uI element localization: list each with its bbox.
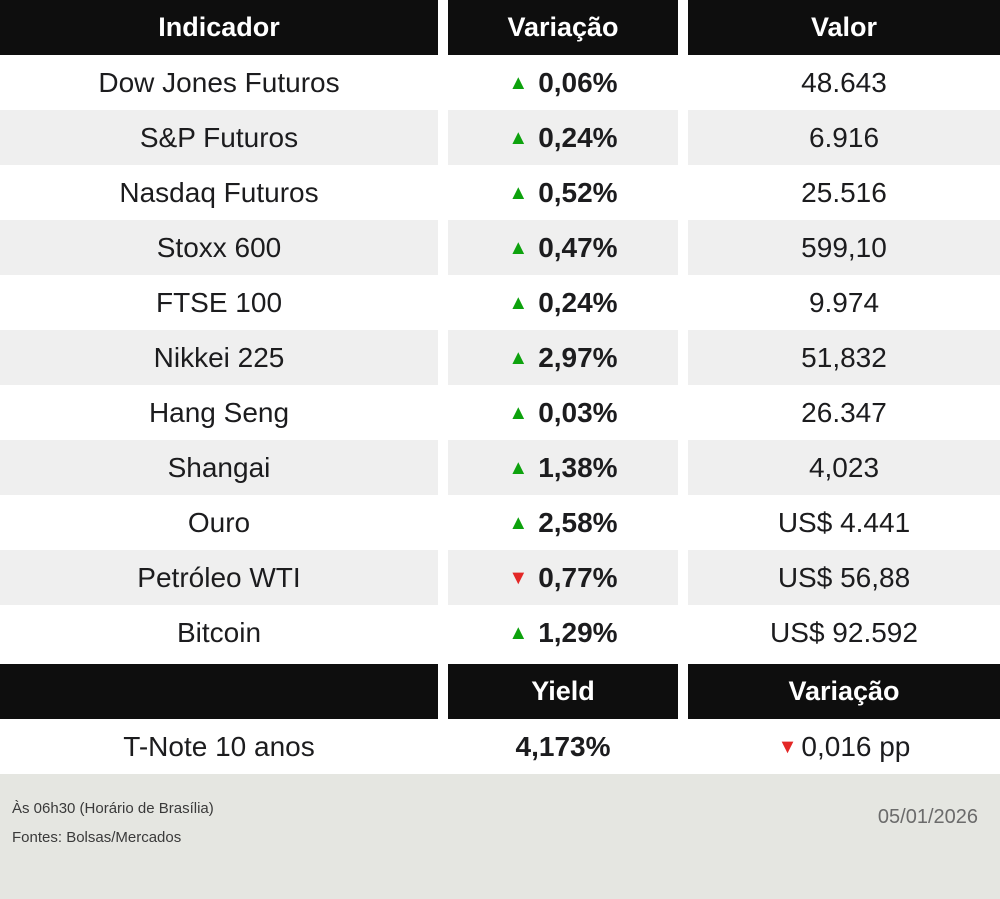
up-triangle-icon: ▲ [508, 621, 529, 644]
table-row: Stoxx 600 ▲ 0,47% 599,10 [0, 220, 1000, 275]
variation-text: 2,97% [538, 341, 618, 373]
down-triangle-icon: ▼ [777, 735, 798, 758]
variation-cell: ▲ 2,58% [448, 495, 678, 550]
up-triangle-icon: ▲ [508, 236, 529, 259]
up-triangle-icon: ▲ [508, 456, 529, 479]
table-row: Hang Seng ▲ 0,03% 26.347 [0, 385, 1000, 440]
variation-text: 0,03% [538, 396, 618, 428]
value-cell: 9.974 [688, 275, 1000, 330]
table-header: Indicador Variação Valor [0, 0, 1000, 55]
table-row: Petróleo WTI ▼ 0,77% US$ 56,88 [0, 550, 1000, 605]
up-triangle-icon: ▲ [508, 71, 529, 94]
value-cell: 51,832 [688, 330, 1000, 385]
variation-cell: ▲ 0,24% [448, 275, 678, 330]
value-cell: 4,023 [688, 440, 1000, 495]
indicator-name: T-Note 10 anos [0, 719, 438, 774]
variation-text: 0,06% [538, 66, 618, 98]
variation-cell: ▲ 0,52% [448, 165, 678, 220]
footer-date: 05/01/2026 [877, 806, 978, 828]
variation-cell: ▲ 0,03% [448, 385, 678, 440]
variation-cell: ▲ 2,97% [448, 330, 678, 385]
value-cell: 48.643 [688, 55, 1000, 110]
header-indicador: Indicador [0, 0, 438, 55]
up-triangle-icon: ▲ [508, 401, 529, 424]
variation-cell: ▲ 1,29% [448, 605, 678, 660]
bond-header-variacao: Variação [688, 664, 1000, 719]
bond-header-yield: Yield [448, 664, 678, 719]
value-cell: US$ 92.592 [688, 605, 1000, 660]
market-table: Indicador Variação Valor Dow Jones Futur… [0, 0, 1000, 660]
table-row: Ouro ▲ 2,58% US$ 4.441 [0, 495, 1000, 550]
variation-text: 0,52% [538, 176, 618, 208]
variation-text: 0,24% [538, 286, 618, 318]
footer-notes: Às 06h30 (Horário de Brasília) Fontes: B… [12, 794, 214, 899]
indicator-name: Nikkei 225 [0, 330, 438, 385]
variation-cell: ▲ 0,06% [448, 55, 678, 110]
indicator-name: Ouro [0, 495, 438, 550]
table-row: Bitcoin ▲ 1,29% US$ 92.592 [0, 605, 1000, 660]
up-triangle-icon: ▲ [508, 346, 529, 369]
variation-cell: ▲ 0,47% [448, 220, 678, 275]
footer-time-note: Às 06h30 (Horário de Brasília) [12, 800, 214, 817]
variation-text: 0,47% [538, 231, 618, 263]
variation-text: 1,29% [538, 616, 618, 648]
indicator-name: FTSE 100 [0, 275, 438, 330]
indicator-name: Stoxx 600 [0, 220, 438, 275]
indicator-name: Bitcoin [0, 605, 438, 660]
variation-cell: ▲ 0,24% [448, 110, 678, 165]
up-triangle-icon: ▲ [508, 181, 529, 204]
variation-text: 0,24% [538, 121, 618, 153]
footer-sources: Fontes: Bolsas/Mercados [12, 829, 182, 846]
down-triangle-icon: ▼ [508, 566, 529, 589]
variation-cell: ▼ 0,77% [448, 550, 678, 605]
up-triangle-icon: ▲ [508, 126, 529, 149]
variation-cell: ▼ 0,016 pp [688, 719, 1000, 774]
indicator-name: S&P Futuros [0, 110, 438, 165]
value-cell: 6.916 [688, 110, 1000, 165]
table-row: Dow Jones Futuros ▲ 0,06% 48.643 [0, 55, 1000, 110]
indicator-name: Hang Seng [0, 385, 438, 440]
variation-cell: ▲ 1,38% [448, 440, 678, 495]
header-valor: Valor [688, 0, 1000, 55]
market-rows: Dow Jones Futuros ▲ 0,06% 48.643 S&P Futuros… [0, 55, 1000, 660]
indicator-name: Nasdaq Futuros [0, 165, 438, 220]
header-variacao: Variação [448, 0, 678, 55]
table-row: Shangai ▲ 1,38% 4,023 [0, 440, 1000, 495]
value-cell: US$ 56,88 [688, 550, 1000, 605]
up-triangle-icon: ▲ [508, 511, 529, 534]
table-row: T-Note 10 anos 4,173% ▼ 0,016 pp [0, 719, 1000, 774]
table-row: S&P Futuros ▲ 0,24% 6.916 [0, 110, 1000, 165]
indicator-name: Dow Jones Futuros [0, 55, 438, 110]
footer: Às 06h30 (Horário de Brasília) Fontes: B… [0, 774, 1000, 899]
variation-text: 0,016 pp [801, 730, 911, 762]
indicator-name: Shangai [0, 440, 438, 495]
value-cell: 599,10 [688, 220, 1000, 275]
table-row: Nasdaq Futuros ▲ 0,52% 25.516 [0, 165, 1000, 220]
table-row: Nikkei 225 ▲ 2,97% 51,832 [0, 330, 1000, 385]
indicator-name: Petróleo WTI [0, 550, 438, 605]
variation-text: 1,38% [538, 451, 618, 483]
value-cell: 25.516 [688, 165, 1000, 220]
value-cell: US$ 4.441 [688, 495, 1000, 550]
bond-table-header: Yield Variação [0, 664, 1000, 719]
bond-header-blank [0, 664, 438, 719]
bond-table: Yield Variação T-Note 10 anos 4,173% ▼ 0… [0, 664, 1000, 774]
variation-text: 2,58% [538, 506, 618, 538]
up-triangle-icon: ▲ [508, 291, 529, 314]
value-cell: 26.347 [688, 385, 1000, 440]
table-row: FTSE 100 ▲ 0,24% 9.974 [0, 275, 1000, 330]
variation-text: 0,77% [538, 561, 618, 593]
yield-cell: 4,173% [448, 719, 678, 774]
